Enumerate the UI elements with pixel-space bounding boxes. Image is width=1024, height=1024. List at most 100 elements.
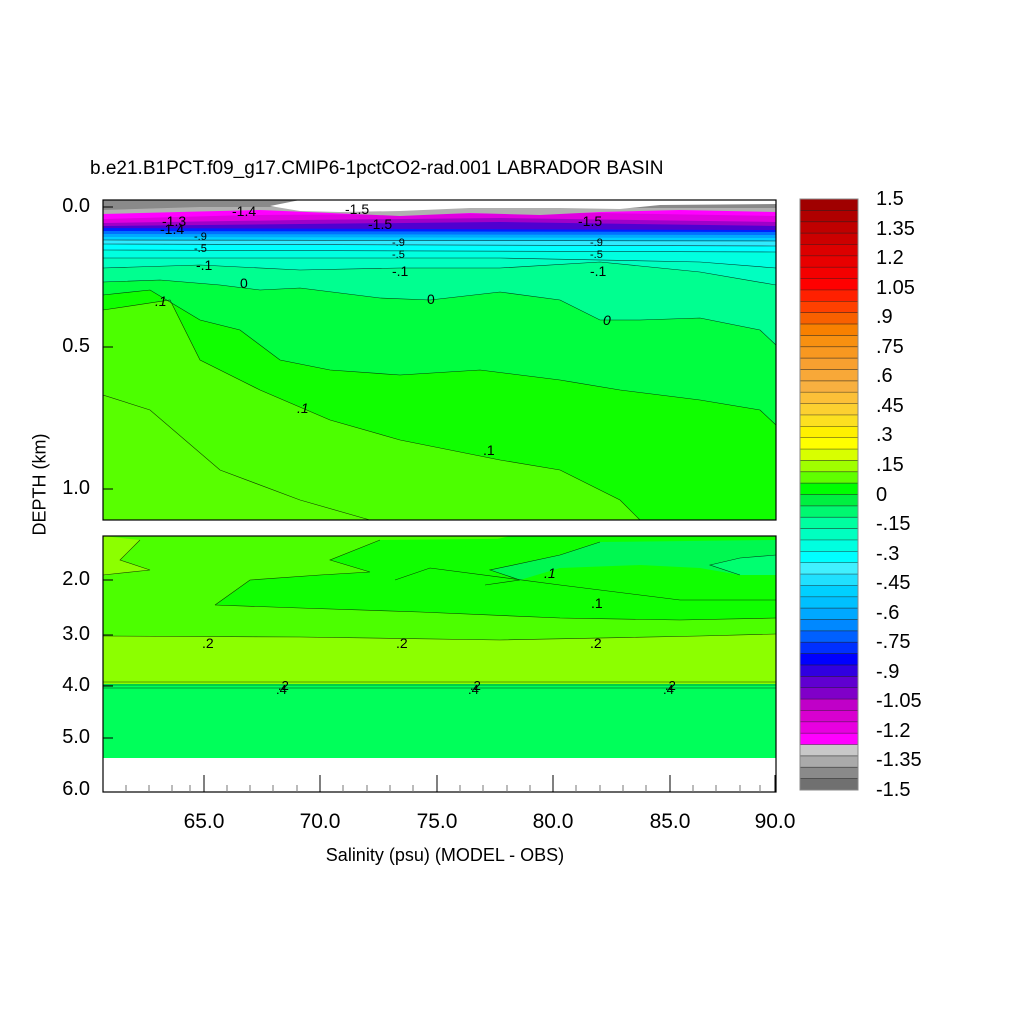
svg-text:-1.5: -1.5 [578, 213, 602, 229]
colorbar-bin [800, 244, 858, 257]
colorbar-label: -1.5 [876, 779, 911, 801]
colorbar-bin [800, 562, 858, 575]
y-tick-label: 0.5 [62, 335, 90, 357]
colorbar-label: -.15 [876, 513, 911, 536]
svg-text:.2: .2 [470, 678, 481, 693]
colorbar-bin [800, 255, 858, 268]
y-tick-label: 1.0 [62, 477, 90, 499]
colorbar-bin [800, 778, 858, 791]
upper-panel-contours: 0 0 0 .1 .1 .1 -.1 -.1 -.1 -1.4 -1.5 -1.… [103, 200, 776, 520]
x-tick-label: 90.0 [754, 810, 796, 833]
colorbar-bin [800, 460, 858, 473]
colorbar-bin [800, 596, 858, 609]
y-axis-title: DEPTH (km) [29, 433, 50, 536]
y-tick-label: 5.0 [62, 726, 90, 748]
y-tick-label: 2.0 [62, 568, 90, 590]
y-tick-label: 4.0 [62, 674, 90, 696]
svg-text:-.5: -.5 [194, 243, 207, 255]
svg-text:0: 0 [603, 312, 611, 328]
colorbar-bin [800, 664, 858, 677]
colorbar-label: .15 [876, 453, 904, 476]
svg-text:.1: .1 [591, 595, 603, 611]
x-tick-label: 65.0 [183, 810, 225, 833]
svg-text:.1: .1 [155, 293, 167, 309]
colorbar-bin [800, 630, 858, 643]
svg-text:-1.5: -1.5 [368, 216, 392, 232]
colorbar-bin [800, 744, 858, 757]
svg-text:-.1: -.1 [392, 263, 409, 279]
colorbar-bin [800, 528, 858, 541]
colorbar-label: .45 [876, 394, 904, 417]
colorbar-bin [800, 539, 858, 552]
colorbar-label: 1.05 [876, 276, 915, 299]
colorbar-bin [800, 494, 858, 507]
svg-text:-1.4: -1.4 [232, 203, 256, 219]
svg-text:-1.3: -1.3 [162, 213, 186, 229]
x-tick-label: 75.0 [416, 810, 458, 833]
colorbar-label: -1.2 [876, 719, 911, 742]
colorbar-bin [800, 449, 858, 461]
svg-text:-.9: -.9 [392, 237, 405, 249]
colorbar-bin [800, 335, 858, 348]
x-tick-label: 80.0 [532, 810, 574, 833]
svg-text:.4: .4 [276, 682, 287, 697]
svg-text:.2: .2 [396, 635, 408, 651]
colorbar [800, 198, 858, 791]
colorbar-bin [800, 358, 858, 370]
svg-text:.4: .4 [663, 682, 674, 697]
colorbar-bin [800, 403, 858, 416]
svg-text:-.1: -.1 [196, 257, 213, 273]
svg-text:-.9: -.9 [194, 231, 207, 243]
svg-text:-.9: -.9 [590, 237, 603, 249]
colorbar-bin [800, 267, 858, 280]
colorbar-bin [800, 210, 858, 223]
svg-text:-.1: -.1 [590, 263, 607, 279]
colorbar-bin [800, 619, 858, 632]
colorbar-bin [800, 471, 858, 484]
x-axis-ticks [203, 775, 776, 792]
colorbar-bin [800, 312, 858, 325]
colorbar-bin [800, 301, 858, 314]
svg-text:.2: .2 [590, 635, 602, 651]
colorbar-label: -1.05 [876, 690, 922, 713]
colorbar-bin [800, 437, 858, 450]
colorbar-bin [800, 380, 858, 393]
colorbar-label: -.6 [876, 601, 900, 624]
colorbar-bin [800, 585, 858, 598]
colorbar-label: -.9 [876, 660, 900, 683]
svg-text:.2: .2 [278, 678, 289, 693]
colorbar-label: -.3 [876, 542, 900, 565]
colorbar-bin [800, 517, 858, 530]
colorbar-label: 1.5 [876, 188, 904, 210]
x-tick-label: 85.0 [649, 810, 691, 833]
svg-text:-1.5: -1.5 [345, 201, 369, 217]
colorbar-label: -.45 [876, 572, 911, 595]
colorbar-bin [800, 608, 858, 621]
colorbar-label: 1.2 [876, 247, 904, 270]
svg-text:0: 0 [240, 275, 248, 291]
lower-panel-frame [102, 535, 777, 793]
x-axis-title: Salinity (psu) (MODEL - OBS) [325, 845, 565, 865]
colorbar-bin [800, 426, 858, 439]
svg-text:.1: .1 [544, 565, 556, 581]
colorbar-bin [800, 289, 858, 302]
colorbar-bin [800, 642, 858, 655]
svg-text:-1.4: -1.4 [160, 221, 184, 237]
svg-text:0: 0 [427, 291, 435, 307]
colorbar-bin [800, 699, 858, 711]
svg-text:.4: .4 [468, 682, 479, 697]
svg-text:-.5: -.5 [590, 249, 603, 261]
colorbar-label: -1.35 [876, 749, 922, 772]
colorbar-bin [800, 767, 858, 780]
colorbar-bin [800, 710, 858, 723]
colorbar-bin [800, 676, 858, 689]
colorbar-bin [800, 755, 858, 768]
colorbar-bin [800, 369, 858, 382]
svg-text:.1: .1 [297, 400, 309, 416]
y-tick-label: 0.0 [62, 195, 90, 217]
colorbar-label: -.75 [876, 631, 911, 654]
colorbar-label: .6 [876, 365, 893, 388]
lower-panel-contours: .2 .2 .2 .1 .1 .2 .4 .2 .4 .2 .4 [103, 536, 776, 792]
x-tick-label: 70.0 [299, 810, 341, 833]
